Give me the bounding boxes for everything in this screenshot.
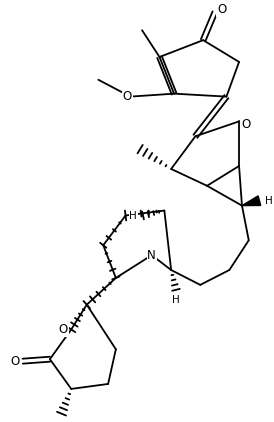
Text: O: O (123, 90, 132, 103)
Text: O: O (241, 118, 250, 131)
Text: H: H (129, 211, 137, 221)
Text: H: H (265, 196, 273, 206)
Text: N: N (147, 249, 156, 262)
Text: O: O (10, 354, 20, 368)
Text: O: O (217, 3, 226, 16)
Text: H: H (172, 295, 180, 305)
Text: O: O (59, 323, 68, 336)
Polygon shape (242, 196, 261, 206)
